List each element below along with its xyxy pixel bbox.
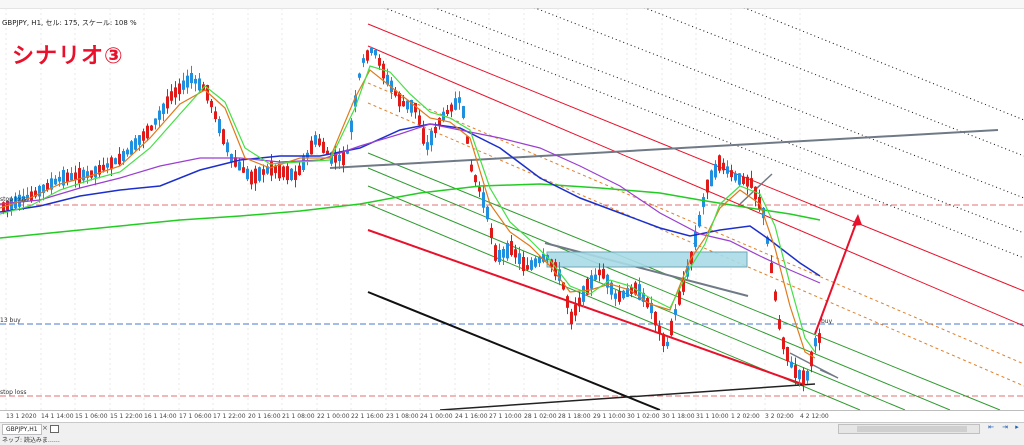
- time-tick: 28 1 02:00: [524, 413, 557, 420]
- time-tick: 16 1 14:00: [144, 413, 177, 420]
- autoscroll-icon[interactable]: ⇤: [988, 423, 994, 431]
- time-tick: 28 1 18:00: [558, 413, 591, 420]
- stop-level-label: stop loss: [0, 389, 27, 396]
- ma-orange: [0, 69, 816, 359]
- time-tick: 1 2 02:00: [731, 413, 760, 420]
- chart-area[interactable]: GBPJPY, H1, セル: 175, スケール: 108 % シナリオ③ s…: [0, 8, 1024, 410]
- buy-level-label: 13 buy: [0, 317, 21, 324]
- price-chart[interactable]: [0, 8, 1024, 410]
- time-tick: 20 1 16:00: [248, 413, 281, 420]
- time-tick: 31 1 10:00: [696, 413, 729, 420]
- chart-tab[interactable]: GBPJPY,H1: [2, 424, 42, 435]
- time-tick: 22 1 16:00: [351, 413, 384, 420]
- resistance-zone: [546, 251, 748, 268]
- scenario-title: シナリオ③: [12, 44, 124, 69]
- time-tick: 17 1 22:00: [213, 413, 246, 420]
- time-tick: 30 1 18:00: [662, 413, 695, 420]
- ma-lightgreen: [0, 65, 816, 353]
- time-tick: 23 1 08:00: [386, 413, 419, 420]
- candles: [2, 46, 821, 392]
- bottom-dark-line: [439, 383, 816, 410]
- time-tick: 29 1 10:00: [593, 413, 626, 420]
- dotted-channel-lines: [383, 8, 1024, 259]
- ma-purple: [0, 123, 821, 284]
- upper-level-label: stop loss: [0, 196, 27, 203]
- lower-red-trendline: [367, 229, 803, 385]
- horizontal-scrollbar[interactable]: [838, 424, 980, 434]
- time-tick: 13 1 2020: [6, 413, 37, 420]
- chart-grid: [5, 8, 801, 410]
- scrollbar-thumb[interactable]: [857, 426, 967, 432]
- status-text: ネッブ: 読込みま……: [2, 437, 60, 444]
- chart-tabs: GBPJPY,H1 × < ⇤ ⇥ ▸: [0, 423, 1024, 435]
- ma-blue: [0, 123, 821, 277]
- time-tick: 15 1 06:00: [75, 413, 108, 420]
- projection-arrow: [814, 214, 862, 335]
- bottom-bar: GBPJPY,H1 × < ⇤ ⇥ ▸ ネッブ: 読込みま……: [0, 422, 1024, 445]
- time-tick: 4 2 12:00: [800, 413, 829, 420]
- red-channel: [367, 23, 1024, 387]
- time-tick: 24 1 00:00: [420, 413, 453, 420]
- time-tick: 21 1 08:00: [282, 413, 315, 420]
- window-icon[interactable]: [50, 425, 59, 433]
- time-tick: 15 1 22:00: [110, 413, 143, 420]
- time-tick: 27 1 10:00: [489, 413, 522, 420]
- chart-shift-icon[interactable]: ⇥: [1002, 423, 1008, 431]
- time-tick: 14 1 14:00: [41, 413, 74, 420]
- small-gray-arrow: [819, 369, 839, 379]
- time-tick: 22 1 00:00: [317, 413, 350, 420]
- time-tick: 30 1 02:00: [627, 413, 660, 420]
- gray-neckline: [329, 129, 999, 169]
- time-tick: 17 1 06:00: [179, 413, 212, 420]
- time-tick: 3 2 02:00: [765, 413, 794, 420]
- time-axis: 13 1 2020 14 1 14:00 15 1 06:00 15 1 22:00 1…: [0, 410, 1024, 423]
- buy-right-label: buy: [821, 318, 833, 325]
- close-icon[interactable]: ×: [42, 424, 48, 432]
- scroll-end-icon[interactable]: ▸: [1015, 423, 1019, 431]
- time-tick: 24 1 16:00: [455, 413, 488, 420]
- gray-wedge-lower: [789, 352, 839, 379]
- black-trendline: [367, 291, 661, 410]
- symbol-info: GBPJPY, H1, セル: 175, スケール: 108 %: [2, 19, 137, 27]
- ma-green-long: [0, 183, 821, 239]
- chart-toolbar-strip: [0, 0, 1024, 9]
